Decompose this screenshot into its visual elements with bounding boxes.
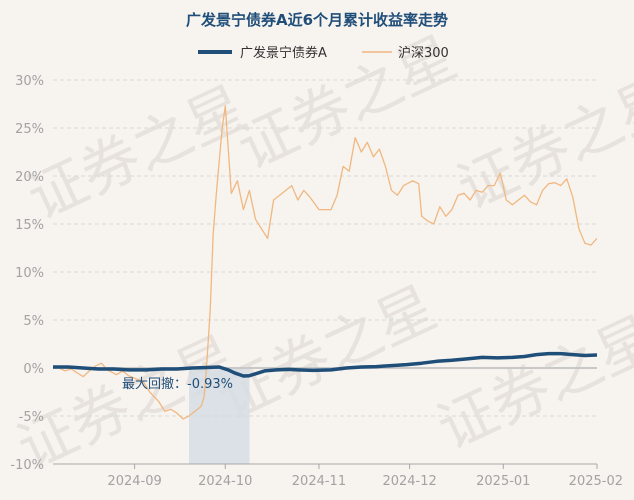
y-tick-label: 25% — [15, 122, 44, 137]
y-tick-label: 30% — [15, 74, 44, 89]
y-tick-label: 15% — [15, 218, 44, 233]
x-tick-label: 2025-02 — [569, 474, 623, 489]
grid — [53, 79, 597, 465]
y-tick-label: -10% — [10, 458, 44, 473]
x-axis: 2024-09 2024-10 2024-11 2024-12 2025-01 2025-… — [53, 463, 623, 489]
x-tick-label: 2024-09 — [107, 474, 161, 489]
watermark-text: 证券之星 — [427, 303, 634, 463]
max-drawdown-label: 最大回撤：-0.93% — [122, 376, 233, 392]
index-line — [53, 105, 597, 420]
x-tick-label: 2024-10 — [198, 474, 252, 489]
fund-line — [53, 351, 597, 378]
drawdown-shade-layer — [189, 368, 250, 464]
y-tick-label: 10% — [15, 266, 44, 281]
x-tick-label: 2024-11 — [292, 474, 346, 489]
y-tick-label: -5% — [19, 410, 44, 425]
y-tick-label: 0% — [23, 362, 44, 377]
legend-label-fund: 广发景宁债券A — [240, 45, 327, 61]
legend-label-index: 沪深300 — [398, 45, 449, 61]
x-tick-label: 2024-12 — [382, 474, 436, 489]
chart-title: 广发景宁债券A近6个月累计收益率走势 — [186, 11, 448, 29]
y-axis: 30% 25% 20% 15% 10% 5% 0% -5% -10% — [10, 74, 44, 473]
series-layer — [53, 105, 597, 420]
drawdown-shade — [189, 368, 250, 464]
watermark-text: 证券之星 — [447, 63, 634, 223]
y-tick-label: 20% — [15, 170, 44, 185]
legend: 广发景宁债券A 沪深300 — [198, 45, 449, 61]
x-tick-label: 2025-01 — [476, 474, 530, 489]
y-tick-label: 5% — [23, 314, 44, 329]
